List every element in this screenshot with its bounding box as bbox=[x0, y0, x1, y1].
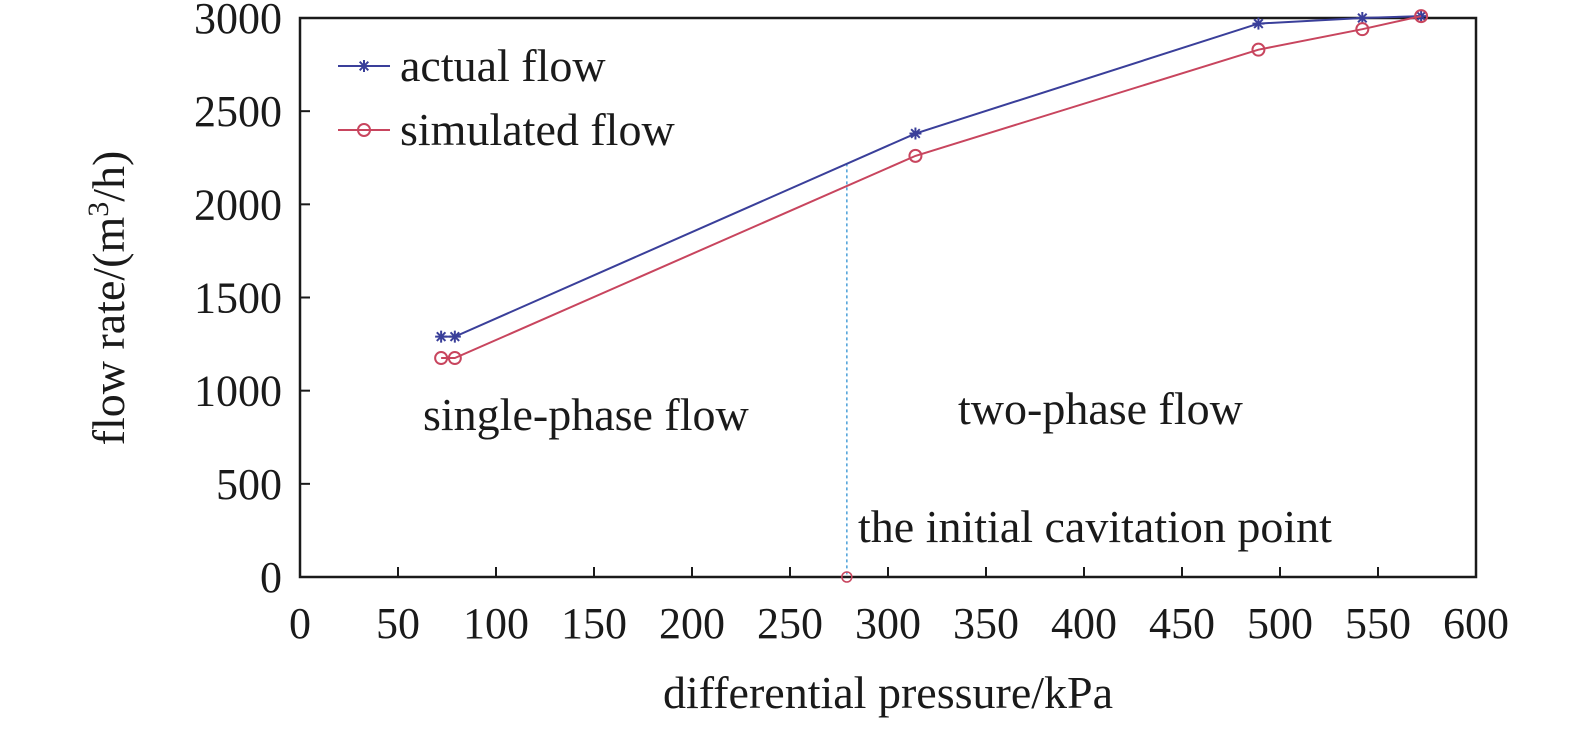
legend-actual-marker bbox=[358, 60, 370, 72]
data-point-actual bbox=[448, 330, 461, 343]
x-tick-label: 600 bbox=[1443, 599, 1509, 648]
y-tick-label: 2500 bbox=[194, 87, 282, 136]
data-point-simulated bbox=[1251, 42, 1266, 57]
two-phase-label: two-phase flow bbox=[958, 383, 1244, 434]
x-tick-label: 300 bbox=[855, 599, 921, 648]
data-point-actual bbox=[435, 330, 448, 343]
y-axis-title-superscript: 3 bbox=[82, 202, 115, 217]
x-tick-label: 250 bbox=[757, 599, 823, 648]
data-point-actual bbox=[909, 127, 922, 140]
x-tick-label: 550 bbox=[1345, 599, 1411, 648]
y-tick-label: 1500 bbox=[194, 274, 282, 323]
x-tick-label: 150 bbox=[561, 599, 627, 648]
x-tick-label: 350 bbox=[953, 599, 1019, 648]
y-axis-title-main: flow rate/(m bbox=[83, 217, 134, 446]
legend-simulated-label: simulated flow bbox=[400, 104, 675, 155]
x-tick-label: 100 bbox=[463, 599, 529, 648]
legend-marker-symbol bbox=[358, 60, 370, 72]
y-tick-label: 500 bbox=[216, 460, 282, 509]
x-axis-ticks: 0 50 100 150 200 250 300 350 400 450 500 550 600 bbox=[289, 567, 1509, 648]
x-tick-label: 200 bbox=[659, 599, 725, 648]
legend: actual flow simulated flow bbox=[338, 40, 675, 155]
plot-frame bbox=[298, 16, 1478, 579]
data-point-actual bbox=[1356, 12, 1369, 24]
y-tick-label: 2000 bbox=[194, 180, 282, 229]
y-tick-label: 1000 bbox=[194, 367, 282, 416]
x-tick-label: 450 bbox=[1149, 599, 1215, 648]
legend-simulated-marker bbox=[357, 123, 371, 137]
y-axis-ticks: 0 500 1000 1500 2000 2500 3000 bbox=[194, 0, 310, 602]
x-tick-label: 50 bbox=[376, 599, 420, 648]
data-point-actual bbox=[1252, 17, 1265, 30]
axes: 0 50 100 150 200 250 300 350 400 450 500 550 600 0 50… bbox=[194, 0, 1509, 648]
data-point-simulated bbox=[1414, 9, 1429, 24]
legend-marker-symbol bbox=[357, 123, 371, 137]
series-layer bbox=[434, 9, 1429, 366]
data-point-simulated bbox=[1355, 22, 1370, 37]
cavitation-point-label: the initial cavitation point bbox=[858, 501, 1332, 552]
data-point-simulated bbox=[434, 351, 449, 366]
cavitation-point-marker bbox=[841, 571, 853, 583]
x-tick-label: 400 bbox=[1051, 599, 1117, 648]
data-point-simulated bbox=[447, 351, 462, 366]
legend-actual-label: actual flow bbox=[400, 40, 606, 91]
x-tick-label: 0 bbox=[289, 599, 311, 648]
data-point-simulated bbox=[908, 148, 923, 163]
x-tick-label: 500 bbox=[1247, 599, 1313, 648]
series-line-simulated bbox=[441, 15, 1422, 360]
x-axis-title: differential pressure/kPa bbox=[663, 667, 1113, 718]
single-phase-label: single-phase flow bbox=[423, 389, 750, 440]
y-axis-title: flow rate/(m3/h) bbox=[82, 151, 134, 446]
y-tick-label: 3000 bbox=[194, 0, 282, 43]
y-axis-title-tail: /h) bbox=[83, 151, 134, 202]
y-tick-label: 0 bbox=[260, 553, 282, 602]
